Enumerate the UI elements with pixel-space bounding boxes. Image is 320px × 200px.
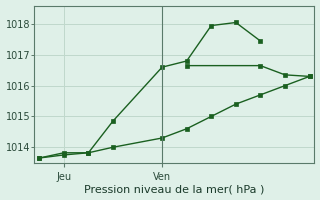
X-axis label: Pression niveau de la mer( hPa ): Pression niveau de la mer( hPa ) <box>84 184 265 194</box>
